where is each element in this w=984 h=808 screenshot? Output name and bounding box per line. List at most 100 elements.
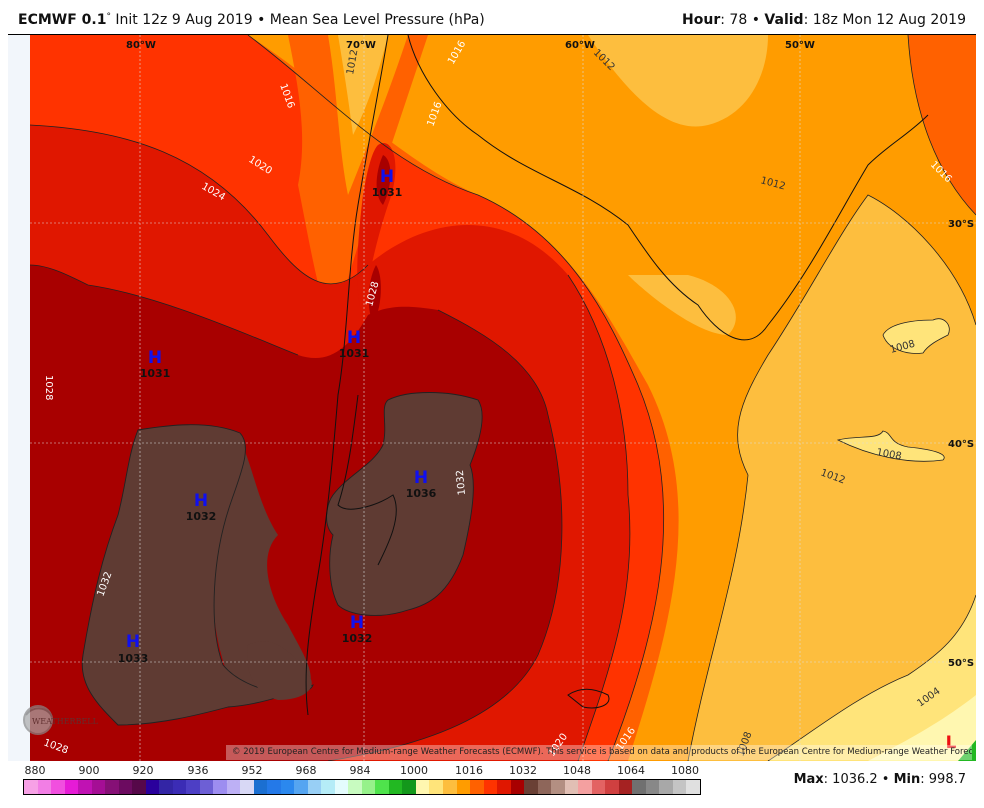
legend-swatch <box>334 780 349 794</box>
legend-ticks: 880 900 920 936 952 968 984 1000 1016 10… <box>20 764 702 778</box>
legend-swatch <box>321 780 335 794</box>
legend-swatch <box>78 780 92 794</box>
legend-tick: 920 <box>132 764 154 777</box>
lat-label-50s: 50°S <box>948 658 974 669</box>
valid-label: Valid <box>764 12 804 28</box>
legend-swatch <box>294 780 308 794</box>
high-pressure-value: 1032 <box>186 510 217 523</box>
color-legend: 880 900 920 936 952 968 984 1000 1016 10… <box>20 764 702 804</box>
high-pressure-marker: H <box>380 167 394 187</box>
legend-swatch <box>64 780 79 794</box>
high-pressure-marker: H <box>126 632 140 652</box>
legend-swatch <box>280 780 295 794</box>
lat-label-40s: 40°S <box>948 439 974 450</box>
legend-swatch <box>510 780 525 794</box>
hour-value: : 78 <box>720 12 748 28</box>
legend-tick: 952 <box>241 764 263 777</box>
contour-label: 1028 <box>43 375 54 400</box>
legend-swatch <box>537 780 552 794</box>
legend-swatch <box>226 780 241 794</box>
legend-swatch <box>172 780 187 794</box>
legend-swatch <box>618 780 633 794</box>
legend-swatch <box>307 780 322 794</box>
legend-tick: 880 <box>24 764 46 777</box>
legend-swatch <box>186 780 200 794</box>
init-time: Init 12z 9 Aug 2019 <box>110 12 253 28</box>
lon-label-50w: 50°W <box>785 40 815 51</box>
legend-swatch <box>388 780 403 794</box>
min-value: : 998.7 <box>920 772 966 787</box>
legend-tick: 936 <box>187 764 209 777</box>
legend-swatch <box>470 780 484 794</box>
weatherbell-logo: WEATHERBELL <box>23 705 99 735</box>
legend-tick: 900 <box>78 764 100 777</box>
legend-swatch <box>51 780 65 794</box>
contour-label: 1012 <box>345 49 360 76</box>
high-pressure-marker: H <box>194 491 208 511</box>
separator: • <box>877 772 894 787</box>
legend-swatch <box>564 780 579 794</box>
min-label: Min <box>893 772 921 787</box>
map-canvas: 80°W 70°W 60°W 50°W 30°S 40°S 50°S 1016 … <box>8 35 976 761</box>
legend-swatch <box>253 780 268 794</box>
max-min-stats: Max: 1036.2 • Min: 998.7 <box>794 772 966 787</box>
high-pressure-value: 1032 <box>342 632 373 645</box>
legend-swatch <box>524 780 538 794</box>
legend-colorbar <box>23 779 701 795</box>
legend-tick: 1016 <box>455 764 483 777</box>
contour-label: 1008 <box>875 447 902 462</box>
lat-label-30s: 30°S <box>948 219 974 230</box>
lon-label-70w: 70°W <box>346 40 376 51</box>
legend-tick: 1000 <box>400 764 428 777</box>
model-name: ECMWF 0.1 <box>18 12 107 28</box>
hour-label: Hour <box>682 12 721 28</box>
legend-swatch <box>497 780 511 794</box>
legend-swatch <box>159 780 173 794</box>
legend-tick: 984 <box>349 764 371 777</box>
field-name: Mean Sea Level Pressure (hPa) <box>269 12 485 28</box>
legend-swatch <box>442 780 457 794</box>
legend-swatch <box>105 780 119 794</box>
low-pressure-marker: L <box>946 733 957 753</box>
legend-swatch <box>672 780 687 794</box>
legend-swatch <box>213 780 227 794</box>
legend-tick: 1080 <box>671 764 699 777</box>
legend-tick: 1064 <box>617 764 645 777</box>
legend-swatch <box>199 780 214 794</box>
legend-swatch <box>361 780 376 794</box>
legend-swatch <box>456 780 471 794</box>
lon-label-80w: 80°W <box>126 40 156 51</box>
legend-swatch <box>145 780 160 794</box>
high-pressure-value: 1033 <box>118 652 149 665</box>
high-pressure-marker: H <box>347 328 361 348</box>
valid-value: : 18z Mon 12 Aug 2019 <box>803 12 966 28</box>
legend-swatch <box>267 780 281 794</box>
legend-swatch <box>348 780 362 794</box>
separator: • <box>252 12 270 28</box>
legend-swatch <box>91 780 106 794</box>
degree-symbol: ° <box>106 12 111 22</box>
high-pressure-value: 1036 <box>406 487 437 500</box>
legend-swatch <box>483 780 498 794</box>
high-pressure-value: 1031 <box>339 347 370 360</box>
legend-swatch <box>578 780 592 794</box>
legend-swatch <box>24 780 38 794</box>
legend-swatch <box>132 780 146 794</box>
legend-tick: 1048 <box>563 764 591 777</box>
chart-title: ECMWF 0.1° Init 12z 9 Aug 2019 • Mean Se… <box>18 12 485 28</box>
legend-swatch <box>402 780 416 794</box>
legend-swatch <box>591 780 606 794</box>
svg-text:WEATHERBELL: WEATHERBELL <box>32 717 99 726</box>
legend-swatch <box>659 780 673 794</box>
legend-tick: 968 <box>295 764 317 777</box>
legend-swatch <box>429 780 443 794</box>
lon-label-60w: 60°W <box>565 40 595 51</box>
legend-swatch <box>375 780 389 794</box>
legend-swatch <box>605 780 619 794</box>
legend-swatch <box>645 780 660 794</box>
title-bar: ECMWF 0.1° Init 12z 9 Aug 2019 • Mean Se… <box>0 0 984 34</box>
pressure-map: 80°W 70°W 60°W 50°W 30°S 40°S 50°S 1016 … <box>8 34 976 761</box>
contour-label: 1032 <box>455 469 468 495</box>
max-label: Max <box>793 772 824 787</box>
high-pressure-marker: H <box>350 613 364 633</box>
